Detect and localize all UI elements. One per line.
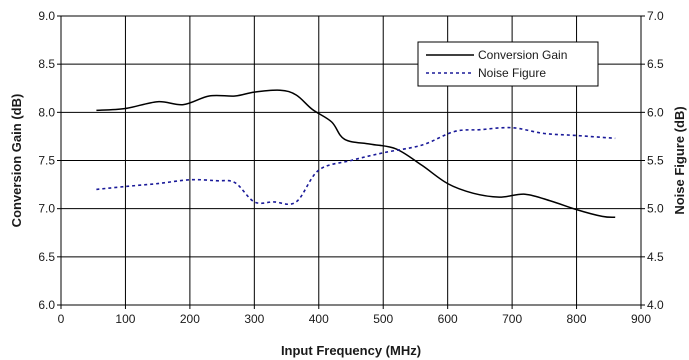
y-tick-label-left: 6.5 xyxy=(38,250,55,264)
y-tick-label-right: 7.0 xyxy=(647,9,664,23)
plot-area-frame xyxy=(60,15,642,306)
y-tick-label-left: 7.5 xyxy=(38,154,55,168)
chart-series xyxy=(96,89,616,219)
tick-labels: 0 100 200 300 400 500 600 700 800 900 6.0 6.5 7.0 7.5… xyxy=(38,9,664,326)
x-tick-label: 0 xyxy=(58,312,65,326)
y-tick-label-left: 6.0 xyxy=(38,298,55,312)
tick-marks xyxy=(57,15,645,309)
y-tick-label-right: 4.0 xyxy=(647,298,664,312)
y-tick-label-right: 6.0 xyxy=(647,105,664,119)
legend-box xyxy=(417,41,599,87)
y-tick-label-left: 8.5 xyxy=(38,57,55,71)
chart-legend: Conversion Gain Noise Figure xyxy=(417,41,599,87)
x-axis-title: Input Frequency (MHz) xyxy=(281,343,421,358)
y-axis-title-left: Conversion Gain (dB) xyxy=(9,94,24,228)
x-tick-label: 800 xyxy=(567,312,587,326)
series-line-conversion-gain xyxy=(96,89,616,219)
x-tick-label: 500 xyxy=(373,312,393,326)
y-tick-label-right: 4.5 xyxy=(647,250,664,264)
series-line-noise-figure xyxy=(96,126,616,206)
x-tick-label: 600 xyxy=(438,312,458,326)
y-axis-title-right: Noise Figure (dB) xyxy=(672,106,687,214)
y-tick-label-right: 5.5 xyxy=(647,154,664,168)
x-tick-label: 200 xyxy=(180,312,200,326)
y-tick-label-left: 9.0 xyxy=(38,9,55,23)
x-tick-label: 300 xyxy=(244,312,264,326)
x-tick-label: 400 xyxy=(309,312,329,326)
x-tick-label: 900 xyxy=(631,312,651,326)
legend-label-noise-figure: Noise Figure xyxy=(478,66,546,80)
y-tick-label-right: 5.0 xyxy=(647,202,664,216)
legend-label-conversion-gain: Conversion Gain xyxy=(478,48,567,62)
y-tick-label-left: 8.0 xyxy=(38,105,55,119)
y-tick-label-right: 6.5 xyxy=(647,57,664,71)
x-tick-label: 100 xyxy=(115,312,135,326)
x-tick-label: 700 xyxy=(502,312,522,326)
y-tick-label-left: 7.0 xyxy=(38,202,55,216)
